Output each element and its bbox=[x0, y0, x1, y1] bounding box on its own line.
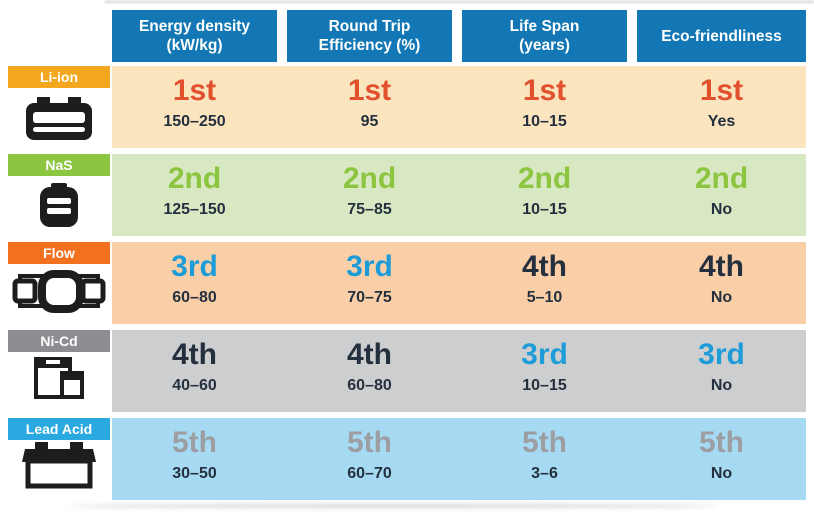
value-text: 150–250 bbox=[163, 113, 226, 130]
value-text: 60–80 bbox=[172, 289, 217, 306]
column-header-life-span: Life Span (years) bbox=[462, 10, 627, 62]
cell-flow-efficiency: 3rd 70–75 bbox=[287, 242, 452, 324]
cell-lead-acid-energy-density: 5th 30–50 bbox=[112, 418, 277, 500]
value-text: 125–150 bbox=[163, 201, 226, 218]
value-text: 95 bbox=[360, 113, 379, 130]
rank-text: 3rd bbox=[698, 338, 745, 371]
column-header-line1: Round Trip bbox=[328, 18, 411, 35]
cell-li-ion-efficiency: 1st 95 bbox=[287, 66, 452, 148]
cell-nas-life-span: 2nd 10–15 bbox=[462, 154, 627, 236]
rank-text: 2nd bbox=[694, 162, 749, 195]
nas-battery-icon bbox=[8, 181, 110, 229]
rank-text: 5th bbox=[172, 426, 217, 459]
cell-flow-energy-density: 3rd 60–80 bbox=[112, 242, 277, 324]
row-label-li-ion: Li-ion bbox=[8, 66, 110, 88]
row-label-lead-acid: Lead Acid bbox=[8, 418, 110, 440]
table-row-nas: 2nd 125–150 2nd 75–85 2nd 10–15 2nd No bbox=[112, 154, 806, 236]
rank-text: 1st bbox=[522, 74, 567, 107]
rank-text: 4th bbox=[699, 250, 744, 283]
row-label-text: Flow bbox=[43, 245, 75, 261]
cell-ni-cd-eco: 3rd No bbox=[637, 330, 806, 412]
cell-li-ion-energy-density: 1st 150–250 bbox=[112, 66, 277, 148]
value-text: Yes bbox=[707, 113, 736, 130]
value-text: 60–70 bbox=[347, 465, 392, 482]
lead-acid-battery-icon bbox=[8, 442, 110, 490]
table-row-ni-cd: 4th 40–60 4th 60–80 3rd 10–15 3rd No bbox=[112, 330, 806, 412]
cell-lead-acid-eco: 5th No bbox=[637, 418, 806, 500]
rank-text: 3rd bbox=[346, 250, 393, 283]
column-header-line2: (years) bbox=[519, 37, 570, 54]
cell-li-ion-eco: 1st Yes bbox=[637, 66, 806, 148]
column-header-line2: Efficiency (%) bbox=[318, 37, 421, 54]
value-text: 40–60 bbox=[172, 377, 217, 394]
rank-text: 2nd bbox=[517, 162, 572, 195]
column-header-line2: (kW/kg) bbox=[166, 37, 223, 54]
column-header-round-trip-efficiency: Round Trip Efficiency (%) bbox=[287, 10, 452, 62]
cell-nas-efficiency: 2nd 75–85 bbox=[287, 154, 452, 236]
value-text: 10–15 bbox=[522, 377, 567, 394]
value-text: No bbox=[710, 289, 733, 306]
rank-text: 3rd bbox=[521, 338, 568, 371]
cell-nas-energy-density: 2nd 125–150 bbox=[112, 154, 277, 236]
value-text: 5–10 bbox=[526, 289, 563, 306]
value-text: No bbox=[710, 377, 733, 394]
ni-cd-battery-icon bbox=[8, 355, 110, 403]
cell-lead-acid-life-span: 5th 3–6 bbox=[462, 418, 627, 500]
table-row-flow: 3rd 60–80 3rd 70–75 4th 5–10 4th No bbox=[112, 242, 806, 324]
cell-ni-cd-efficiency: 4th 60–80 bbox=[287, 330, 452, 412]
row-label-flow: Flow bbox=[8, 242, 110, 264]
value-text: No bbox=[710, 465, 733, 482]
table-edge-shadow-bottom bbox=[70, 504, 720, 508]
column-header-energy-density: Energy density (kW/kg) bbox=[112, 10, 277, 62]
row-label-text: Li-ion bbox=[39, 69, 79, 85]
column-header-eco-friendliness: Eco-friendliness bbox=[637, 10, 806, 62]
cell-li-ion-life-span: 1st 10–15 bbox=[462, 66, 627, 148]
flow-battery-icon bbox=[8, 267, 110, 315]
value-text: 3–6 bbox=[531, 465, 558, 482]
column-header-line1: Life Span bbox=[509, 18, 580, 35]
rank-text: 4th bbox=[172, 338, 217, 371]
row-label-text: Ni-Cd bbox=[40, 333, 78, 349]
cell-ni-cd-life-span: 3rd 10–15 bbox=[462, 330, 627, 412]
rank-text: 1st bbox=[172, 74, 217, 107]
cell-ni-cd-energy-density: 4th 40–60 bbox=[112, 330, 277, 412]
table-edge-shadow-top bbox=[105, 1, 814, 3]
value-text: No bbox=[710, 201, 733, 218]
rank-text: 2nd bbox=[342, 162, 397, 195]
row-label-text: NaS bbox=[45, 157, 73, 173]
cell-nas-eco: 2nd No bbox=[637, 154, 806, 236]
rank-text: 4th bbox=[347, 338, 392, 371]
cell-flow-life-span: 4th 5–10 bbox=[462, 242, 627, 324]
rank-text: 5th bbox=[699, 426, 744, 459]
rank-text: 3rd bbox=[171, 250, 218, 283]
row-label-nas: NaS bbox=[8, 154, 110, 176]
value-text: 10–15 bbox=[522, 113, 567, 130]
row-label-ni-cd: Ni-Cd bbox=[8, 330, 110, 352]
value-text: 10–15 bbox=[522, 201, 567, 218]
column-header-line1: Energy density bbox=[138, 18, 251, 35]
rank-text: 5th bbox=[347, 426, 392, 459]
cell-flow-eco: 4th No bbox=[637, 242, 806, 324]
rank-text: 5th bbox=[522, 426, 567, 459]
table-row-li-ion: 1st 150–250 1st 95 1st 10–15 1st Yes bbox=[112, 66, 806, 148]
value-text: 30–50 bbox=[172, 465, 217, 482]
rank-text: 4th bbox=[522, 250, 567, 283]
rank-text: 1st bbox=[699, 74, 744, 107]
value-text: 70–75 bbox=[347, 289, 392, 306]
value-text: 60–80 bbox=[347, 377, 392, 394]
row-label-text: Lead Acid bbox=[25, 421, 93, 437]
rank-text: 2nd bbox=[167, 162, 222, 195]
table-row-lead-acid: 5th 30–50 5th 60–70 5th 3–6 5th No bbox=[112, 418, 806, 500]
cell-lead-acid-efficiency: 5th 60–70 bbox=[287, 418, 452, 500]
column-header-line1: Eco-friendliness bbox=[661, 27, 782, 45]
value-text: 75–85 bbox=[347, 201, 392, 218]
rank-text: 1st bbox=[347, 74, 392, 107]
li-ion-battery-icon bbox=[8, 95, 110, 143]
